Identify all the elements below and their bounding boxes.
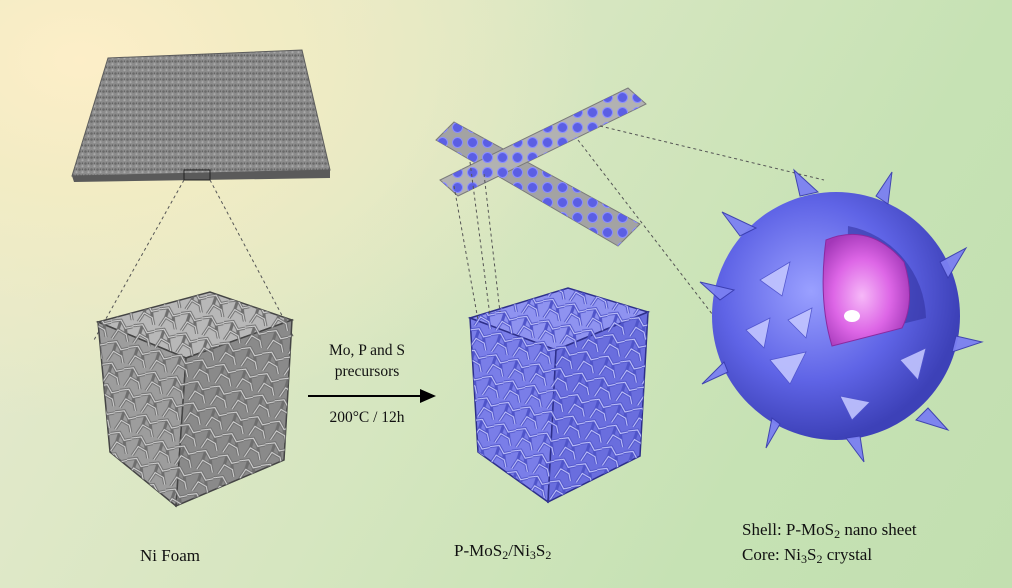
process-condition: 200°C / 12h xyxy=(329,409,405,426)
process-line-1: Mo, P and S xyxy=(328,342,406,359)
process-reagents: Mo, P and S precursors xyxy=(312,340,422,382)
core-label: Core: Ni3S2 crystal xyxy=(742,545,873,566)
nanosheet-x xyxy=(435,87,647,247)
ni-foam-label: Ni Foam xyxy=(140,546,200,565)
zoom-lines-sphere xyxy=(577,125,825,333)
coated-foam-cube xyxy=(467,287,651,504)
product-label: P-MoS2/Ni3S2 xyxy=(454,541,552,562)
ni-foam-slab xyxy=(71,49,331,182)
zoom-lines-sheet xyxy=(453,161,501,321)
zoom-lines-foam xyxy=(93,179,295,341)
shell-label: Shell: P-MoS2 nano sheet xyxy=(742,520,917,541)
process-arrow xyxy=(308,389,436,403)
ni-foam-cube xyxy=(95,291,295,508)
process-line-2: precursors xyxy=(334,363,400,380)
core-shell-sphere xyxy=(699,168,984,463)
